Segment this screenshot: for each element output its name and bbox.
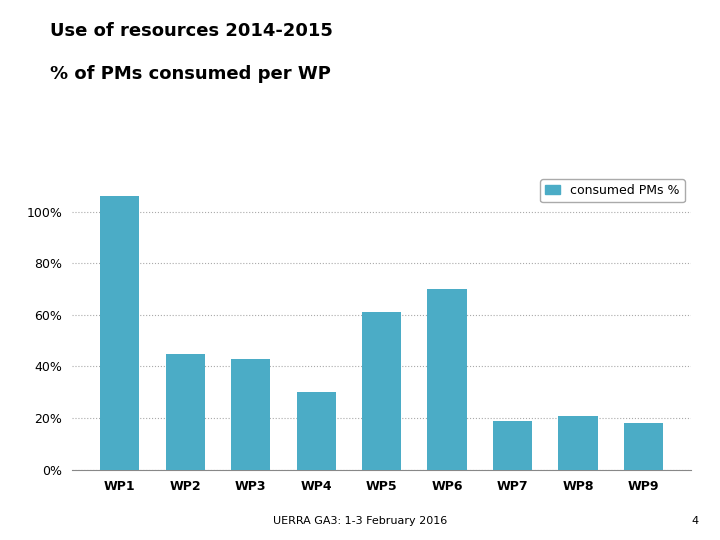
Bar [297, 393, 336, 470]
Bar [558, 416, 598, 470]
Bar [100, 196, 140, 470]
Bar [166, 354, 205, 470]
Bar [362, 312, 401, 470]
Legend: consumed PMs %: consumed PMs % [541, 179, 685, 202]
Text: Use of resources 2014-2015: Use of resources 2014-2015 [50, 22, 333, 39]
Bar [493, 421, 532, 470]
Bar [624, 423, 663, 470]
Bar [231, 359, 270, 470]
Text: % of PMs consumed per WP: % of PMs consumed per WP [50, 65, 331, 83]
Bar [428, 289, 467, 470]
Text: UERRA GA3: 1-3 February 2016: UERRA GA3: 1-3 February 2016 [273, 516, 447, 526]
Text: 4: 4 [691, 516, 698, 526]
